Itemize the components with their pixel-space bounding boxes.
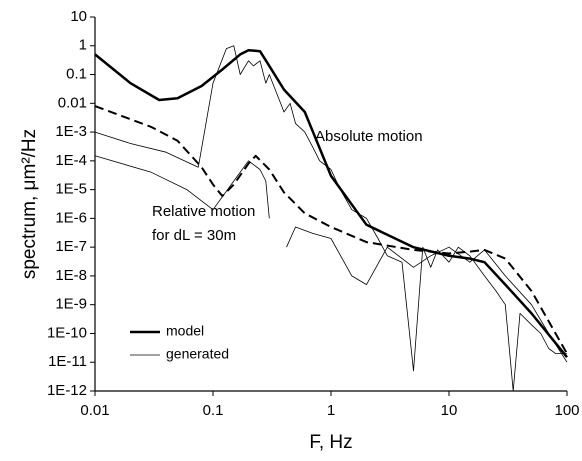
y-tick-label: 1E-12 [47, 382, 87, 399]
y-tick-label: 1E-3 [55, 123, 87, 140]
annotation: Relative motion [152, 203, 255, 220]
series-line [94, 105, 568, 355]
legend-label: model [166, 323, 204, 339]
y-tick-label: 1E-11 [48, 353, 87, 370]
legend-label: generated [166, 346, 229, 362]
annotation: Absolute motion [315, 128, 423, 145]
y-tick-label: 1E-9 [55, 296, 87, 313]
y-tick-label: 1E-10 [47, 324, 87, 341]
x-tick-label: 0.1 [203, 402, 224, 419]
y-tick-label: 10 [70, 8, 87, 25]
y-tick-label: 0.1 [66, 66, 87, 83]
annotation: for dL = 30m [152, 227, 236, 244]
y-tick-label: 1 [79, 37, 87, 54]
x-tick-label: 1 [327, 402, 335, 419]
y-tick-label: 1E-7 [55, 238, 87, 255]
x-axis-title: F, Hz [309, 432, 352, 453]
y-axis-title: spectrum, μm²/Hz [19, 129, 40, 279]
series-line [94, 45, 567, 392]
x-tick-label: 10 [441, 402, 458, 419]
series-line [94, 155, 568, 363]
y-tick-label: 0.01 [58, 94, 87, 111]
y-tick-label: 1E-4 [55, 152, 87, 169]
x-tick-label: 100 [554, 402, 579, 419]
x-tick-label: 0.01 [80, 402, 109, 419]
y-tick-label: 1E-8 [55, 267, 87, 284]
y-tick-label: 1E-6 [55, 209, 87, 226]
series-line [94, 48, 568, 358]
y-tick-label: 1E-5 [55, 181, 87, 198]
